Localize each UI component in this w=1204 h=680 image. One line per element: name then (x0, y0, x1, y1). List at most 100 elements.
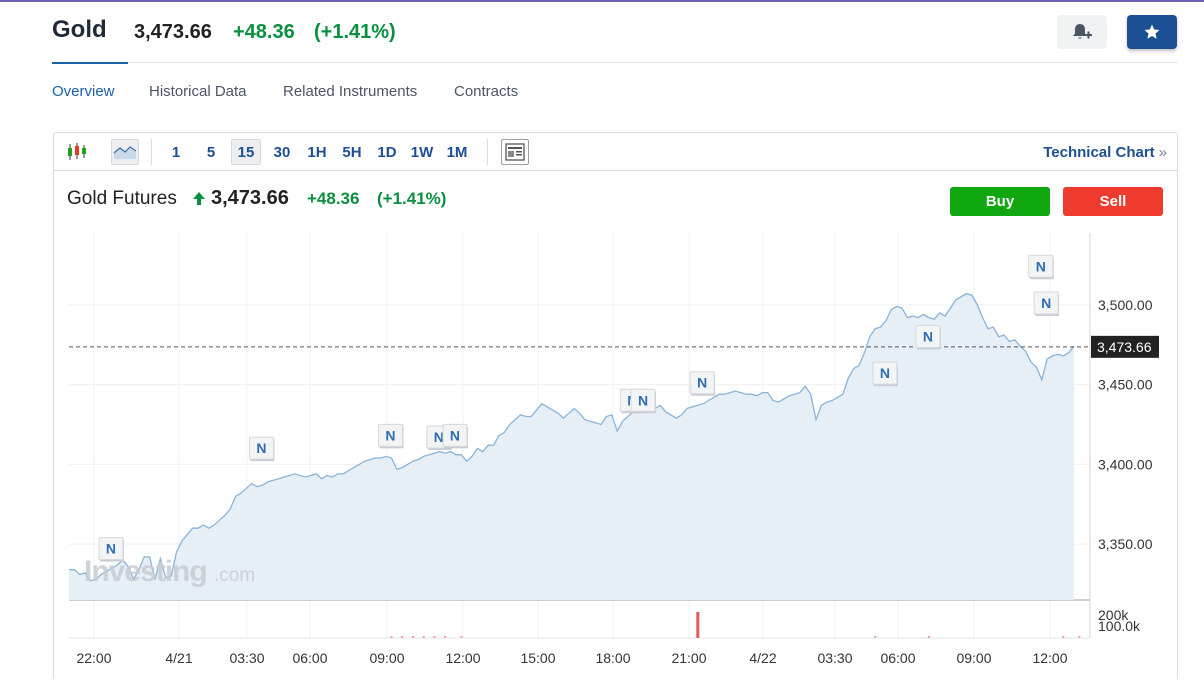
interval-1d-button[interactable]: 1D (377, 143, 397, 161)
volume-bar (444, 636, 447, 638)
interval-5h-button[interactable]: 5H (342, 143, 362, 161)
volume-bar (874, 636, 877, 638)
news-marker-label: N (434, 429, 444, 445)
volume-bar (696, 612, 700, 638)
price-chart[interactable]: 3,350.00 3,400.00 3,450.00 3,500.00 3,473.66… (54, 133, 1177, 680)
interval-1w-button[interactable]: 1W (410, 143, 434, 161)
sell-button[interactable]: Sell (1063, 187, 1163, 216)
news-marker[interactable]: N (689, 371, 716, 396)
watermark-brand: Investing (84, 555, 207, 588)
investing-watermark: Investing .com (84, 555, 255, 588)
time-tick-label: 15:00 (520, 650, 555, 666)
interval-15-button[interactable]: 15 (231, 139, 261, 165)
instrument-price: 3,473.66 (211, 187, 289, 209)
top-accent-line (0, 0, 1204, 2)
interval-1m-button[interactable]: 1M (446, 143, 468, 161)
interval-30-button[interactable]: 30 (273, 143, 291, 161)
time-tick-label: 09:00 (369, 650, 404, 666)
active-tab-indicator (52, 62, 128, 64)
technical-chart-label: Technical Chart (1043, 144, 1155, 161)
header-change-pct: (+1.41%) (314, 21, 396, 43)
tab-overview[interactable]: Overview (52, 83, 115, 100)
time-tick-label: 22:00 (76, 650, 111, 666)
news-marker-label: N (385, 427, 395, 443)
news-marker[interactable]: N (1033, 291, 1060, 316)
price-tick-label: 3,350.00 (1098, 536, 1153, 552)
interval-1h-button[interactable]: 1H (307, 143, 327, 161)
news-marker[interactable]: N (98, 537, 124, 562)
news-panel-icon (505, 143, 525, 161)
volume-bar (422, 636, 425, 638)
news-marker-label: N (1036, 258, 1046, 274)
toolbar-divider (487, 139, 488, 165)
tab-historical-data[interactable]: Historical Data (149, 83, 247, 100)
news-marker-label: N (880, 365, 890, 381)
price-line (69, 292, 1075, 582)
news-marker[interactable]: N (915, 324, 941, 350)
time-tick-label: 4/21 (165, 650, 192, 666)
technical-chart-link[interactable]: Technical Chart» (1043, 144, 1167, 161)
time-tick-label: 18:00 (595, 650, 630, 666)
news-marker[interactable]: N (1028, 254, 1054, 280)
volume-bar (460, 636, 463, 638)
price-area-fill (69, 293, 1074, 600)
arrow-up-icon (193, 192, 205, 205)
time-tick-label: 21:00 (671, 650, 706, 666)
news-marker[interactable]: N (248, 436, 275, 462)
last-price-label: 3,473.66 (1097, 339, 1152, 355)
news-marker-label: N (923, 328, 933, 344)
price-tick-label: 3,450.00 (1098, 377, 1153, 393)
interval-5-button[interactable]: 5 (206, 143, 216, 161)
time-tick-label: 12:00 (445, 650, 480, 666)
volume-bar (433, 636, 436, 638)
volume-tick-label: 100.0k (1098, 618, 1141, 634)
time-axis: 22:00 4/21 03:30 06:00 09:00 12:00 15:00 18:00 2… (76, 650, 1067, 666)
create-alert-button[interactable] (1057, 15, 1107, 49)
news-panel-button[interactable] (501, 139, 529, 165)
news-marker[interactable]: N (630, 388, 657, 414)
tab-contracts[interactable]: Contracts (454, 83, 519, 100)
news-marker-label: N (106, 541, 116, 557)
page-title: Gold (52, 16, 107, 43)
candlestick-chart-button[interactable] (63, 139, 91, 165)
add-to-watchlist-button[interactable] (1127, 15, 1177, 49)
news-marker[interactable]: N (377, 423, 404, 449)
instrument-name: Gold Futures (67, 188, 177, 209)
news-marker-label: N (638, 392, 648, 408)
double-chevron-right-icon: » (1158, 144, 1167, 161)
tab-related-instruments[interactable]: Related Instruments (283, 83, 418, 100)
interval-1-button[interactable]: 1 (171, 143, 181, 161)
time-tick-label: 03:30 (229, 650, 264, 666)
last-price-marker (1091, 335, 1159, 358)
time-tick-label: 06:00 (292, 650, 327, 666)
news-marker[interactable]: N (872, 361, 898, 387)
volume-tick-label: 200k (1098, 607, 1129, 623)
chart-toolbar: 1 5 15 30 1H 5H 1D 1W 1M Technical Chart» (54, 133, 1177, 171)
news-marker-label: N (256, 440, 266, 456)
news-markers: NNNNNNNNNNNN (98, 254, 1060, 562)
volume-bar (1078, 636, 1081, 638)
watermark-suffix: .com (214, 565, 255, 586)
news-marker-label: N (697, 375, 707, 391)
time-tick-label: 12:00 (1032, 650, 1067, 666)
volume-bar (401, 636, 404, 638)
instrument-tabs: Overview Historical Data Related Instrum… (52, 62, 1178, 106)
news-marker[interactable]: N (442, 423, 468, 449)
price-tick-label: 3,500.00 (1098, 297, 1153, 313)
area-chart-button[interactable] (111, 139, 139, 165)
bell-plus-icon (1073, 24, 1092, 39)
volume-bar (411, 636, 414, 638)
time-tick-label: 03:30 (817, 650, 852, 666)
header-price: 3,473.66 (134, 21, 212, 43)
volume-bar (1062, 636, 1065, 638)
time-tick-label: 06:00 (880, 650, 915, 666)
instrument-header: Gold 3,473.66 +48.36 (+1.41%) (52, 14, 1178, 52)
toolbar-divider (151, 139, 152, 165)
time-tick-label: 09:00 (956, 650, 991, 666)
news-marker-label: N (1041, 295, 1051, 311)
star-icon (1144, 24, 1160, 39)
buy-button[interactable]: Buy (950, 187, 1050, 216)
time-tick-label: 4/22 (749, 650, 776, 666)
area-chart-icon (113, 146, 137, 159)
